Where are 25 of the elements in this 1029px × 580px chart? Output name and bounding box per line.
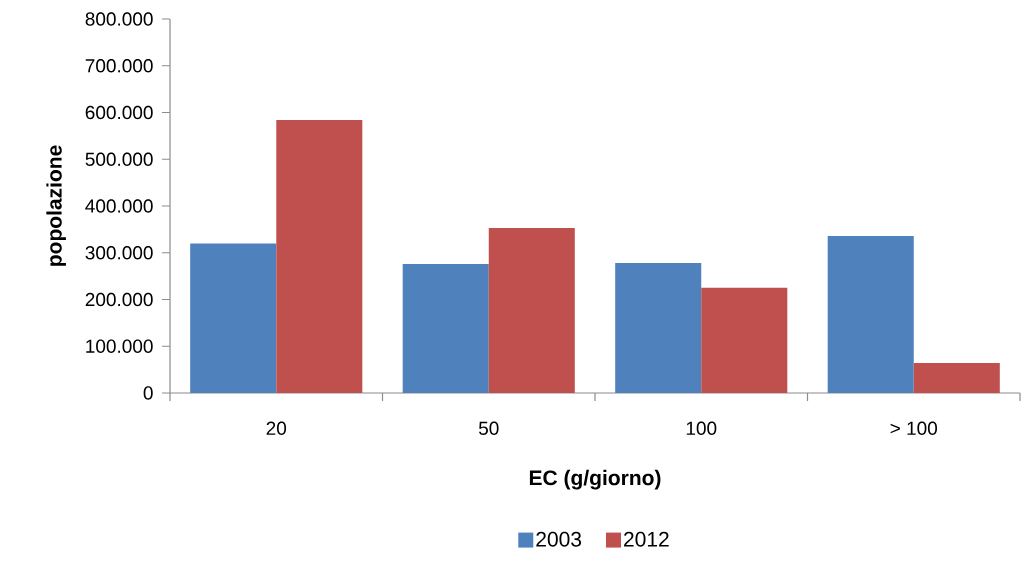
x-tick-label: 20 [266, 421, 287, 435]
bar [276, 119, 363, 393]
y-tick-label: 700.000 [85, 59, 153, 73]
bar [701, 287, 788, 393]
y-tick-label: 600.000 [85, 105, 153, 120]
y-tick-label: 300.000 [85, 246, 153, 260]
bar [913, 363, 1000, 393]
bar [190, 243, 277, 393]
y-axis-title: popolazione [46, 145, 66, 266]
y-tick-label: 0 [143, 386, 153, 400]
bar [488, 227, 575, 393]
x-tick-label: > 100 [890, 421, 938, 435]
legend-label: 2012 [624, 531, 669, 547]
y-tick-label: 100.000 [86, 339, 153, 353]
legend-label: 2003 [536, 531, 582, 547]
bar [402, 263, 489, 393]
y-tick-label: 500.000 [85, 152, 153, 166]
y-tick-label: 200.000 [85, 292, 153, 307]
bar [827, 235, 914, 393]
y-tick-label: 400.000 [85, 199, 153, 213]
bar [615, 263, 702, 393]
y-tick-label: 800.000 [85, 12, 153, 26]
x-tick-label: 100 [686, 421, 717, 435]
x-tick-label: 50 [478, 421, 499, 435]
x-axis-title: EC (g/giorno) [529, 469, 661, 490]
